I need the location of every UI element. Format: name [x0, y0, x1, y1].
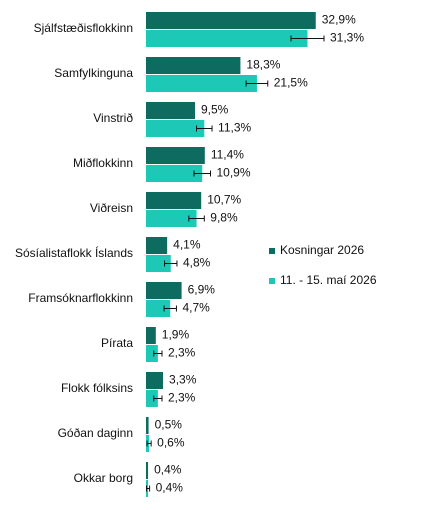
category-label: Samfylkinguna [54, 66, 133, 80]
bar [146, 147, 205, 164]
category-label: Vinstrið [93, 111, 133, 125]
category-label: Okkar borg [74, 471, 133, 485]
error-bar [146, 485, 151, 492]
value-label: 32,9% [322, 13, 356, 27]
value-label: 10,7% [207, 193, 241, 207]
error-bar [193, 170, 211, 177]
error-bar [153, 350, 163, 357]
value-label: 18,3% [246, 58, 280, 72]
value-label: 0,6% [157, 436, 185, 450]
value-label: 4,8% [183, 256, 211, 270]
legend-label: Kosningar 2026 [280, 243, 364, 257]
bar [146, 255, 171, 272]
bar [146, 57, 241, 74]
value-label: 2,3% [168, 391, 196, 405]
value-label: 4,7% [182, 301, 210, 315]
legend-swatch [269, 248, 275, 254]
category-label: Miðflokkinn [73, 156, 133, 170]
error-bar [164, 260, 178, 267]
value-label: 11,3% [218, 121, 251, 135]
value-label: 4,1% [173, 238, 201, 252]
bar [146, 75, 257, 92]
bar [146, 372, 164, 389]
value-label: 1,9% [162, 328, 190, 342]
value-label: 3,3% [169, 373, 197, 387]
value-label: 11,4% [211, 148, 244, 162]
bar [146, 165, 203, 182]
error-bar [188, 215, 205, 222]
bar [146, 282, 182, 299]
bar [146, 30, 308, 47]
error-bar [146, 440, 152, 447]
error-bar [153, 395, 163, 402]
bar [146, 327, 156, 344]
value-label: 9,5% [201, 103, 229, 117]
value-label: 31,3% [330, 31, 364, 45]
error-bar [163, 305, 177, 312]
category-label: Góðan daginn [58, 426, 133, 440]
value-label: 10,9% [216, 166, 250, 180]
category-label: Framsóknarflokkinn [28, 291, 133, 305]
bar [146, 192, 202, 209]
value-label: 9,8% [210, 211, 238, 225]
legend-label: 11. - 15. maí 2026 [280, 273, 377, 287]
bar [146, 390, 158, 407]
value-label: 21,5% [274, 76, 308, 90]
bar [146, 417, 149, 434]
category-label: Sósíalistaflokk Íslands [15, 245, 133, 260]
bar [146, 345, 158, 362]
bar [146, 12, 316, 29]
value-label: 0,4% [154, 463, 182, 477]
category-label: Viðreisn [90, 201, 133, 215]
category-label: Flokk fólksins [61, 381, 133, 395]
error-bar [290, 35, 325, 42]
value-label: 6,9% [188, 283, 216, 297]
error-bar [196, 125, 213, 132]
value-label: 0,5% [155, 418, 183, 432]
bar [146, 300, 171, 317]
bar [146, 120, 205, 137]
category-label: Sjálfstæðisflokkinn [34, 21, 133, 35]
bar [146, 237, 168, 254]
category-label: Pírata [101, 336, 133, 350]
value-label: 0,4% [156, 481, 184, 495]
value-label: 2,3% [168, 346, 196, 360]
bar [146, 462, 149, 479]
bar [146, 102, 196, 119]
bar [146, 210, 197, 227]
legend-swatch [269, 278, 275, 284]
error-bar [245, 80, 269, 87]
